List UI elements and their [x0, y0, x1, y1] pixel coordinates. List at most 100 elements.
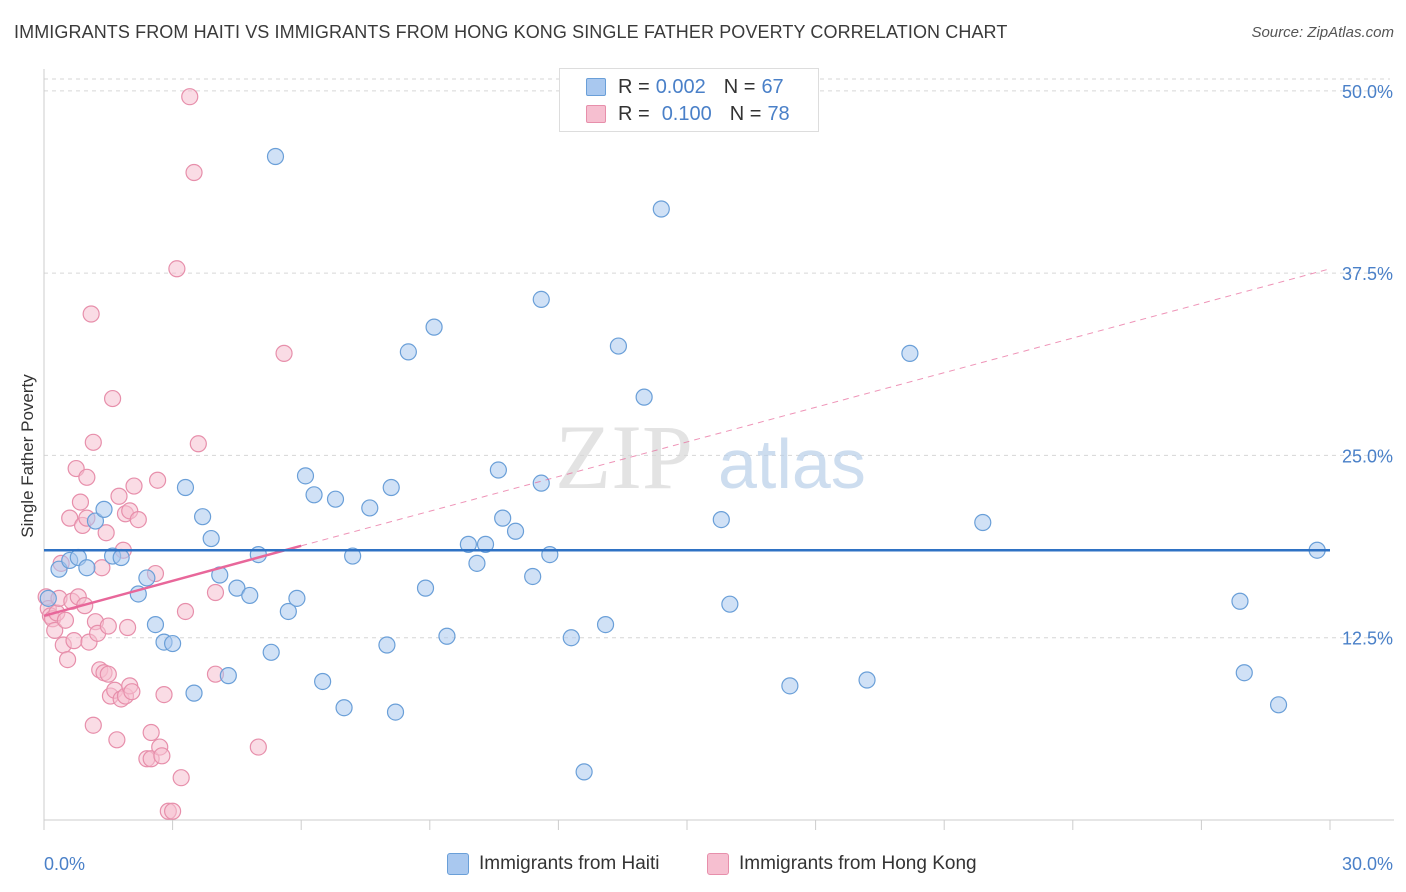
haiti-point	[164, 634, 182, 653]
haiti-point	[228, 579, 246, 597]
haiti-point	[39, 589, 57, 607]
hongkong-point	[84, 433, 102, 451]
haiti-point	[241, 586, 259, 605]
haiti-point	[575, 763, 593, 781]
haiti-point	[314, 672, 332, 691]
haiti-point	[712, 510, 730, 529]
hongkong-point	[125, 477, 143, 495]
haiti-point	[176, 478, 195, 497]
haiti-point	[974, 513, 992, 532]
hongkong-point	[58, 650, 77, 669]
haiti-point	[459, 535, 477, 553]
hongkong-point	[56, 611, 75, 629]
watermark-zip: ZIP	[555, 406, 693, 508]
stats-row-hongkong: R = 0.100 N = 78	[586, 102, 790, 126]
r-value: 0.100	[661, 102, 712, 125]
hongkong-point	[110, 487, 128, 505]
hongkong-point	[176, 602, 195, 621]
y-tick-label: 12.5%	[1342, 629, 1393, 649]
haiti-point	[146, 615, 165, 634]
haiti-point	[382, 478, 400, 497]
haiti-point	[279, 602, 297, 621]
haiti-point	[524, 567, 542, 586]
hongkong-point	[82, 305, 100, 323]
haiti-points	[39, 147, 1326, 781]
haiti-point	[1235, 664, 1253, 682]
hongkong-point	[118, 618, 137, 637]
haiti-point	[266, 147, 285, 166]
n-value: 67	[761, 75, 784, 98]
haiti-point	[185, 684, 203, 702]
haiti-point	[781, 677, 799, 695]
trend-lines	[43, 268, 1331, 618]
stats-legend: R = 0.002 N = 67 R = 0.100 N = 78	[559, 68, 819, 132]
haiti-point	[112, 548, 130, 567]
hongkong-point	[97, 524, 115, 542]
haiti-point	[95, 500, 113, 518]
haiti-point	[378, 636, 396, 654]
haiti-point	[219, 667, 237, 685]
hongkong-point	[99, 665, 117, 683]
hongkong-point	[103, 389, 122, 408]
hongkong-point	[153, 747, 171, 765]
hongkong-point	[164, 802, 182, 820]
n-label: N =	[723, 75, 756, 98]
haiti-point	[609, 337, 628, 355]
haiti-point	[416, 579, 435, 597]
haiti-point	[202, 529, 220, 548]
hongkong-trend-line	[43, 544, 302, 618]
hongkong-point	[189, 435, 207, 453]
haiti-point	[596, 615, 615, 634]
haiti-legend-label: Immigrants from Haiti	[479, 853, 660, 874]
hongkong-swatch	[586, 105, 606, 123]
haiti-point	[335, 699, 353, 717]
hongkong-point	[46, 621, 64, 640]
hongkong-trend-extension	[301, 268, 1331, 547]
hongkong-point	[172, 769, 190, 787]
hongkong-point	[108, 731, 126, 749]
haiti-point	[532, 474, 550, 492]
hongkong-point	[61, 509, 79, 527]
haiti-point	[425, 318, 443, 336]
haiti-point	[361, 499, 379, 517]
haiti-point	[468, 554, 486, 572]
hongkong-point	[65, 632, 83, 650]
haiti-point	[326, 490, 345, 508]
hongkong-point	[99, 617, 117, 635]
hongkong-point	[129, 510, 147, 529]
haiti-point	[858, 671, 876, 689]
hongkong-point	[185, 163, 203, 182]
haiti-point	[194, 508, 212, 526]
legend-item-haiti: Immigrants from Haiti	[447, 851, 660, 877]
hongkong-point	[142, 723, 160, 742]
haiti-point	[438, 627, 456, 645]
haiti-point	[532, 290, 550, 309]
haiti-point	[721, 595, 739, 613]
haiti-point	[652, 200, 670, 218]
chart-title: IMMIGRANTS FROM HAITI VS IMMIGRANTS FROM…	[14, 22, 1008, 42]
hongkong-point	[78, 468, 96, 486]
haiti-point	[506, 522, 525, 540]
hongkong-point	[84, 716, 102, 734]
x-tick-label-max: 30.0%	[1342, 854, 1393, 874]
haiti-point	[489, 461, 507, 479]
hongkong-legend-label: Immigrants from Hong Kong	[739, 853, 977, 874]
hongkong-legend-swatch	[707, 853, 729, 875]
haiti-point	[494, 509, 512, 527]
source-label: Source: ZipAtlas.com	[1251, 24, 1394, 41]
y-axis-label: Single Father Poverty	[18, 374, 37, 538]
tick-labels: 12.5% 25.0% 37.5% 50.0% 0.0% 30.0%	[44, 82, 1393, 874]
stats-row-haiti: R = 0.002 N = 67	[586, 75, 784, 99]
watermark-atlas: atlas	[718, 425, 866, 503]
haiti-point	[1231, 592, 1249, 610]
gridlines	[44, 78, 1390, 639]
haiti-point	[635, 388, 653, 406]
haiti-point	[476, 535, 495, 553]
hongkong-point	[249, 738, 267, 756]
hongkong-point	[123, 683, 141, 701]
r-value: 0.002	[655, 75, 706, 98]
y-tick-label: 25.0%	[1342, 446, 1393, 466]
y-tick-label: 37.5%	[1342, 264, 1393, 284]
haiti-point	[262, 643, 280, 661]
